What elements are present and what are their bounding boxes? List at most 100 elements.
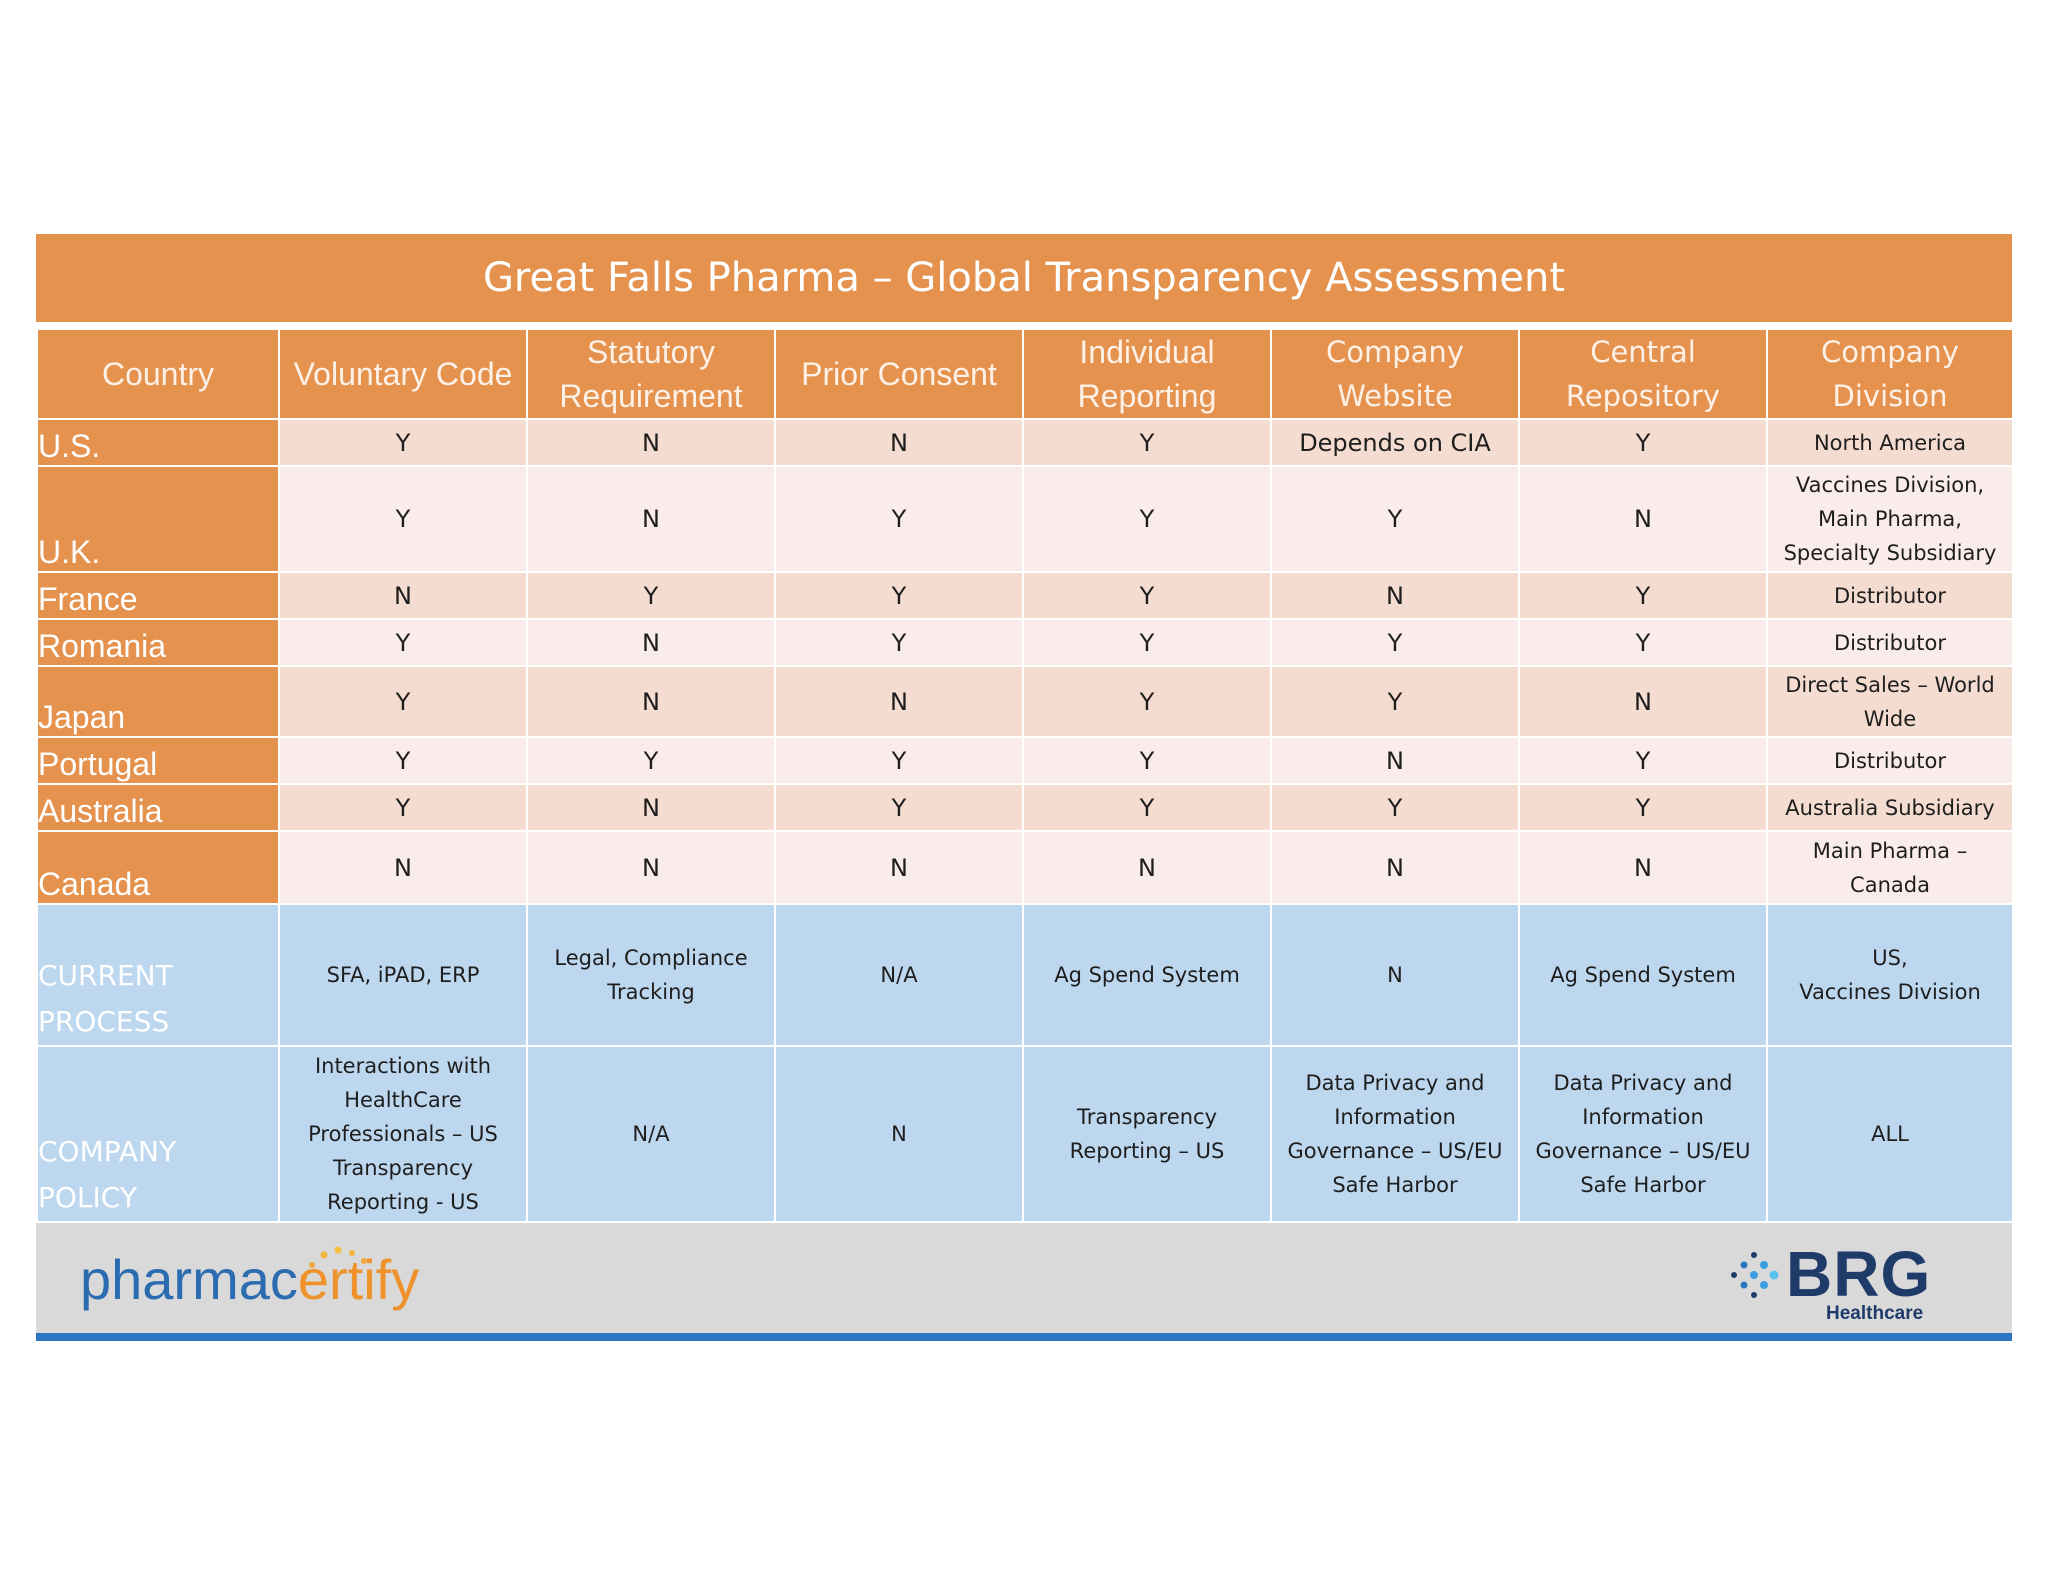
column-header: Company Division [1766, 328, 2014, 420]
country-cell: France [36, 571, 280, 620]
table-cell: N [278, 830, 528, 905]
table-cell: Y [1518, 618, 1768, 667]
table-cell: N [1270, 571, 1520, 620]
table-cell: Y [1270, 465, 1520, 573]
table-cell: N [1270, 736, 1520, 785]
column-header: Country [36, 328, 280, 420]
table-cell: Y [1270, 665, 1520, 738]
table-cell: N [526, 418, 776, 467]
header-row: Country Voluntary Code Statutory Require… [36, 328, 2014, 420]
table-cell: N/A [526, 1045, 776, 1223]
table-row: Japan Y N N Y Y N Direct Sales – World W… [36, 665, 2014, 738]
division-cell: Direct Sales – World Wide [1766, 665, 2014, 738]
table-cell: Y [774, 783, 1024, 832]
table-cell: Y [774, 736, 1024, 785]
table-cell: Y [774, 618, 1024, 667]
table-cell: N [526, 665, 776, 738]
table-cell: Y [1022, 736, 1272, 785]
table-cell: Interactions with HealthCare Professiona… [278, 1045, 528, 1223]
table-cell: N [1022, 830, 1272, 905]
table-row: Portugal Y Y Y Y N Y Distributor [36, 736, 2014, 785]
table-cell: Y [774, 571, 1024, 620]
row-label: COMPANY POLICY [36, 1045, 280, 1223]
table-cell: Y [526, 571, 776, 620]
table-cell: SFA, iPAD, ERP [278, 903, 528, 1047]
table-row: U.S. Y N N Y Depends on CIA Y North Amer… [36, 418, 2014, 467]
column-header: Company Website [1270, 328, 1520, 420]
country-cell: Portugal [36, 736, 280, 785]
table-cell: N [774, 830, 1024, 905]
table-cell: Y [278, 783, 528, 832]
table-cell: N [278, 571, 528, 620]
table-cell: Y [1518, 783, 1768, 832]
table-cell: N [526, 783, 776, 832]
table-cell: N/A [774, 903, 1024, 1047]
table-cell: Y [278, 736, 528, 785]
footer-bar: pharmacertify BRG Healthcare [36, 1223, 2012, 1341]
country-cell: Japan [36, 665, 280, 738]
dot-cluster-icon [1731, 1252, 1779, 1298]
table-row: France N Y Y Y N Y Distributor [36, 571, 2014, 620]
column-header: Statutory Requirement [526, 328, 776, 420]
table-cell: N [774, 1045, 1024, 1223]
table-row: Canada N N N N N N Main Pharma – Canada [36, 830, 2014, 905]
row-label: CURRENT PROCESS [36, 903, 280, 1047]
table-cell: N [774, 665, 1024, 738]
table-cell: ALL [1766, 1045, 2014, 1223]
table-cell: Ag Spend System [1518, 903, 1768, 1047]
table-cell: Y [278, 618, 528, 667]
table-cell: Y [774, 465, 1024, 573]
pharmacertify-logo: pharmacertify [80, 1246, 419, 1312]
table-cell: Y [1518, 418, 1768, 467]
table-cell: Y [1022, 618, 1272, 667]
division-cell: Vaccines Division, Main Pharma, Specialt… [1766, 465, 2014, 573]
country-cell: Romania [36, 618, 280, 667]
division-cell: Main Pharma – Canada [1766, 830, 2014, 905]
table-cell: Y [278, 418, 528, 467]
table-cell: Legal, Compliance Tracking [526, 903, 776, 1047]
table-cell: Y [1022, 418, 1272, 467]
table-row: Australia Y N Y Y Y Y Australia Subsidia… [36, 783, 2014, 832]
table-cell: Ag Spend System [1022, 903, 1272, 1047]
table-cell: N [774, 418, 1024, 467]
column-header: Individual Reporting [1022, 328, 1272, 420]
table-cell: N [526, 618, 776, 667]
table-cell: Y [1270, 618, 1520, 667]
table-cell: Data Privacy and Information Governance … [1270, 1045, 1520, 1223]
table-cell: Y [278, 665, 528, 738]
division-cell: Distributor [1766, 571, 2014, 620]
division-cell: Distributor [1766, 736, 2014, 785]
table-cell: Y [1022, 665, 1272, 738]
slide: Great Falls Pharma – Global Transparency… [36, 234, 2014, 1341]
column-header: Central Repository [1518, 328, 1768, 420]
table-cell: Y [1022, 465, 1272, 573]
division-cell: Australia Subsidiary [1766, 783, 2014, 832]
country-cell: U.S. [36, 418, 280, 467]
table-cell: Y [278, 465, 528, 573]
table-cell: Transparency Reporting – US [1022, 1045, 1272, 1223]
table-cell: Y [1518, 736, 1768, 785]
slide-title: Great Falls Pharma – Global Transparency… [482, 255, 1566, 301]
column-header: Voluntary Code [278, 328, 528, 420]
title-bar: Great Falls Pharma – Global Transparency… [36, 234, 2012, 322]
table-cell: N [1518, 665, 1768, 738]
table-cell: N [526, 830, 776, 905]
table-cell: N [1270, 903, 1520, 1047]
table-cell: Y [526, 736, 776, 785]
country-cell: Australia [36, 783, 280, 832]
current-process-row: CURRENT PROCESS SFA, iPAD, ERP Legal, Co… [36, 903, 2014, 1047]
assessment-table: Country Voluntary Code Statutory Require… [36, 328, 2014, 1223]
table-cell: Depends on CIA [1270, 418, 1520, 467]
dots-arc-icon [301, 1246, 367, 1280]
table-cell: US, Vaccines Division [1766, 903, 2014, 1047]
table-cell: Y [1022, 783, 1272, 832]
company-policy-row: COMPANY POLICY Interactions with HealthC… [36, 1045, 2014, 1223]
table-cell: N [1518, 830, 1768, 905]
table-cell: Y [1270, 783, 1520, 832]
column-header: Prior Consent [774, 328, 1024, 420]
table-row: Romania Y N Y Y Y Y Distributor [36, 618, 2014, 667]
brg-logo: BRG Healthcare [1726, 1237, 1930, 1327]
table-cell: Data Privacy and Information Governance … [1518, 1045, 1768, 1223]
country-cell: U.K. [36, 465, 280, 573]
division-cell: Distributor [1766, 618, 2014, 667]
